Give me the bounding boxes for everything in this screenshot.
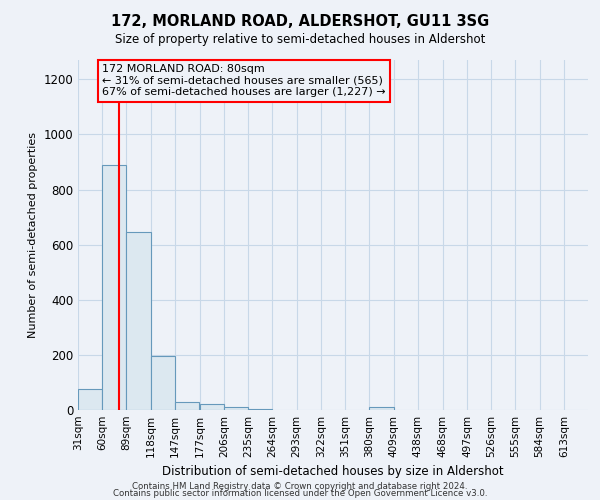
Bar [224, 407, 248, 410]
Bar [370, 407, 394, 410]
Bar [127, 232, 151, 410]
Bar [175, 402, 199, 410]
Bar [200, 404, 224, 410]
Text: Contains HM Land Registry data © Crown copyright and database right 2024.: Contains HM Land Registry data © Crown c… [132, 482, 468, 491]
Bar [151, 356, 175, 410]
Text: Contains public sector information licensed under the Open Government Licence v3: Contains public sector information licen… [113, 490, 487, 498]
Bar [78, 390, 102, 410]
Text: 172, MORLAND ROAD, ALDERSHOT, GU11 3SG: 172, MORLAND ROAD, ALDERSHOT, GU11 3SG [111, 14, 489, 29]
Y-axis label: Number of semi-detached properties: Number of semi-detached properties [28, 132, 38, 338]
Bar [102, 164, 127, 410]
X-axis label: Distribution of semi-detached houses by size in Aldershot: Distribution of semi-detached houses by … [162, 466, 504, 478]
Text: Size of property relative to semi-detached houses in Aldershot: Size of property relative to semi-detach… [115, 32, 485, 46]
Text: 172 MORLAND ROAD: 80sqm
← 31% of semi-detached houses are smaller (565)
67% of s: 172 MORLAND ROAD: 80sqm ← 31% of semi-de… [102, 64, 386, 98]
